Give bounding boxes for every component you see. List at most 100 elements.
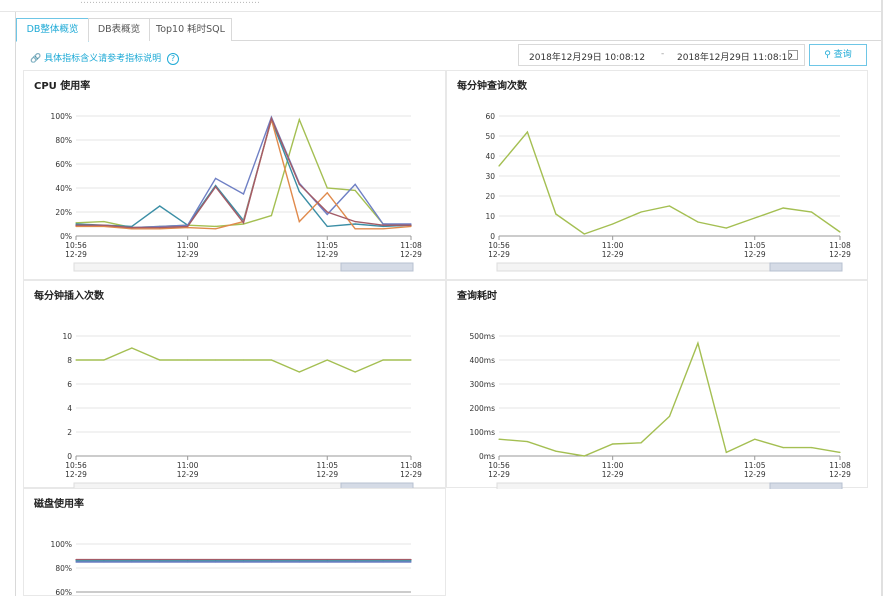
tab-bar: DB整体概览 DB表概览 Top10 耗时SQL — [16, 18, 883, 42]
x-tick-date: 12-29 — [177, 470, 199, 479]
data-point — [668, 205, 671, 207]
data-point — [498, 438, 500, 440]
metric-help-label: 具体指标含义请参考指标说明 — [44, 54, 162, 64]
data-point — [242, 222, 245, 224]
data-point — [159, 228, 161, 230]
y-tick-label: 100% — [51, 112, 72, 121]
data-point — [187, 359, 189, 361]
data-zoom-slider[interactable] — [73, 482, 414, 489]
y-tick-label: 20% — [55, 208, 72, 217]
y-tick-label: 60% — [55, 588, 72, 597]
x-tick-time: 11:05 — [744, 461, 766, 470]
data-point — [583, 233, 585, 235]
y-tick-label: 500ms — [469, 332, 495, 341]
data-point — [187, 561, 189, 563]
query-button-label: 查询 — [833, 50, 852, 60]
x-tick-time: 11:05 — [316, 241, 338, 250]
data-point — [410, 359, 412, 361]
data-point — [103, 359, 105, 361]
x-tick-date: 12-29 — [602, 250, 624, 259]
x-tick-date: 12-29 — [400, 250, 422, 259]
data-point — [382, 560, 384, 562]
data-point — [754, 217, 756, 219]
y-tick-label: 8 — [67, 356, 72, 365]
data-point — [326, 211, 328, 213]
data-point — [382, 223, 384, 225]
data-point — [298, 119, 300, 121]
x-tick-date: 12-29 — [65, 250, 87, 259]
data-point — [75, 225, 77, 227]
data-zoom-slider[interactable] — [73, 262, 414, 272]
data-point — [103, 224, 105, 226]
data-point — [214, 225, 217, 227]
page-scrollbar[interactable] — [881, 0, 883, 596]
data-point — [354, 371, 356, 373]
calendar-icon[interactable] — [788, 50, 798, 60]
data-point — [214, 561, 217, 563]
tab-top10-sql[interactable]: Top10 耗时SQL — [149, 18, 232, 41]
data-zoom-slider[interactable] — [496, 482, 843, 489]
y-tick-label: 40% — [55, 184, 72, 193]
chart-card-cpu: CPU 使用率 0% 20% 40% 60% 80% 100% 10:56 12-29 11:0… — [23, 70, 446, 280]
y-tick-label: 0% — [60, 232, 72, 241]
data-point — [555, 450, 557, 452]
y-tick-label: 40 — [485, 152, 495, 161]
chart-card-ipm: 每分钟插入次数 0 2 4 6 8 10 10:56 12-29 11:00 12-29 11:05… — [23, 280, 446, 489]
data-point — [382, 561, 384, 563]
data-point — [75, 224, 77, 226]
data-point — [326, 560, 328, 562]
y-tick-label: 80% — [55, 136, 72, 145]
data-point — [214, 186, 217, 188]
tab-db-overview[interactable]: DB整体概览 — [16, 18, 89, 42]
data-point — [75, 560, 77, 562]
chart-card-qtime: 查询耗时 0ms 100ms 200ms 300ms 400ms 500ms 10:56 12… — [446, 280, 868, 489]
data-point — [354, 560, 356, 562]
data-zoom-slider[interactable] — [496, 262, 843, 272]
data-point — [354, 223, 356, 225]
chart-title-disk: 磁盘使用率 — [34, 499, 84, 510]
x-tick-time: 11:00 — [177, 241, 199, 250]
data-point — [298, 371, 300, 373]
chart-ipm: 024681010:5612-2911:0012-2911:0512-2911:… — [62, 332, 422, 489]
data-point — [159, 561, 161, 563]
chart-qtime: 0ms100ms200ms300ms400ms500ms10:5612-2911… — [469, 332, 851, 489]
y-tick-label: 50 — [485, 132, 495, 141]
data-point — [131, 559, 133, 561]
data-point — [75, 561, 77, 563]
zoom-window — [769, 262, 843, 272]
data-point — [131, 225, 133, 227]
data-point — [159, 560, 161, 562]
query-button[interactable]: ⚲ 查询 — [809, 44, 867, 66]
data-point — [270, 117, 273, 119]
chart-title-ipm: 每分钟插入次数 — [34, 291, 104, 302]
start-date[interactable]: 2018年12月29日 10:08:12 — [529, 53, 646, 63]
x-tick-time: 10:56 — [65, 461, 87, 470]
tab-db-table-overview[interactable]: DB表概览 — [88, 18, 150, 41]
data-point — [326, 225, 328, 227]
x-tick-date: 12-29 — [316, 250, 338, 259]
x-tick-date: 12-29 — [744, 470, 766, 479]
data-point — [382, 224, 384, 226]
y-tick-label: 200ms — [469, 404, 495, 413]
data-point — [382, 225, 384, 227]
x-tick-time: 10:56 — [488, 241, 510, 250]
series-line — [75, 117, 412, 228]
end-date[interactable]: 2018年12月29日 11:08:12 — [677, 53, 794, 63]
data-point — [810, 447, 813, 449]
data-point — [668, 415, 671, 417]
date-range-picker[interactable]: 2018年12月29日 10:08:12 - 2018年12月29日 11:08… — [518, 44, 805, 66]
y-tick-label: 30 — [485, 172, 495, 181]
data-point — [612, 223, 614, 225]
help-icon[interactable]: ? — [166, 53, 179, 65]
zoom-window — [340, 262, 414, 272]
chart-qpm: 010203040506010:5612-2911:0012-2911:0512… — [485, 112, 851, 272]
data-point — [382, 559, 384, 561]
link-icon: 🔗 — [30, 54, 42, 64]
data-point — [298, 183, 300, 185]
metric-help-link[interactable]: 🔗 具体指标含义请参考指标说明 ? — [30, 51, 179, 65]
data-point — [498, 165, 500, 167]
data-point — [270, 215, 273, 217]
data-point — [270, 559, 273, 561]
x-tick-time: 10:56 — [65, 241, 87, 250]
data-point — [187, 225, 189, 227]
